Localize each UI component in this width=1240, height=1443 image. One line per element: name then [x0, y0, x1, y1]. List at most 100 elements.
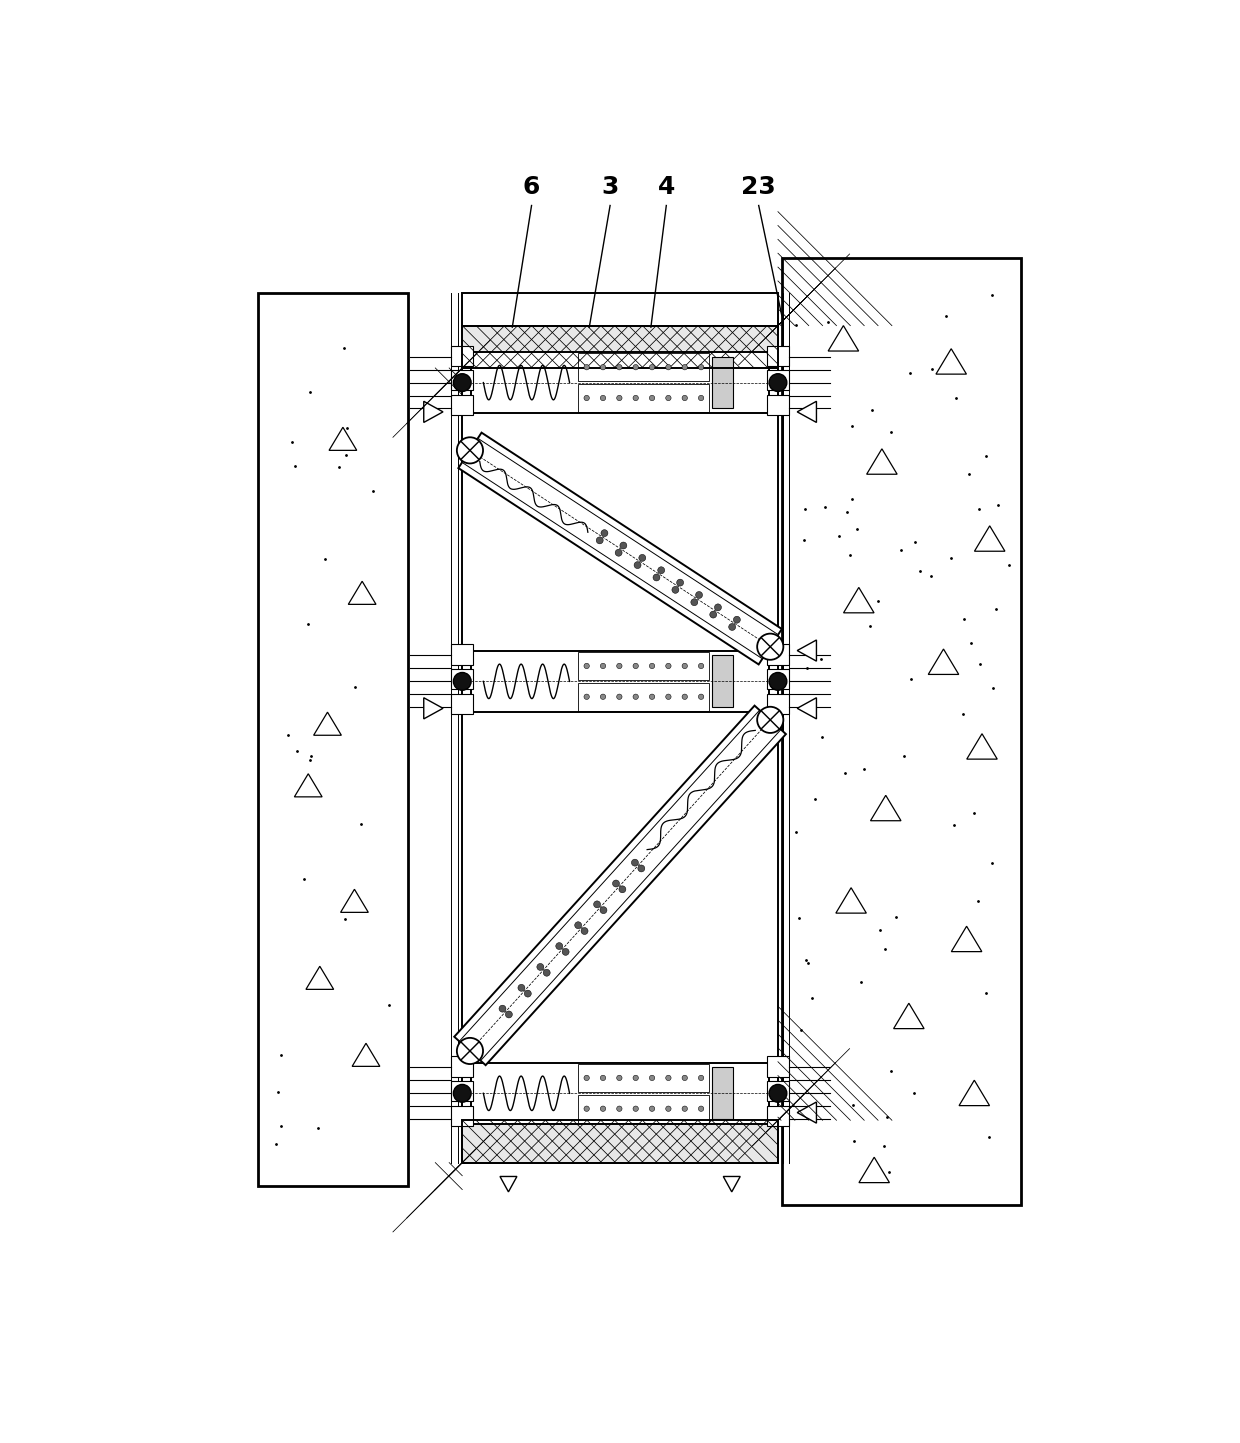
Bar [451, 694, 472, 714]
Circle shape [666, 664, 671, 668]
Polygon shape [975, 525, 1004, 551]
Bar [768, 1081, 789, 1101]
Bar [451, 670, 472, 690]
Circle shape [454, 374, 471, 391]
Bar [768, 645, 789, 665]
Circle shape [698, 365, 704, 369]
Bar [579, 384, 709, 413]
Text: 4: 4 [657, 176, 675, 199]
Polygon shape [870, 795, 901, 821]
Circle shape [650, 664, 655, 668]
Text: 6: 6 [523, 176, 541, 199]
Circle shape [769, 374, 787, 391]
Circle shape [454, 672, 471, 690]
Polygon shape [454, 706, 786, 1065]
Circle shape [616, 694, 622, 700]
Bar [579, 354, 709, 381]
Circle shape [696, 592, 703, 599]
Circle shape [600, 664, 605, 668]
Circle shape [650, 1075, 655, 1081]
Bar [451, 371, 472, 391]
Bar [768, 1056, 789, 1076]
Circle shape [600, 395, 605, 401]
Bar [579, 1095, 709, 1123]
Polygon shape [959, 1081, 990, 1105]
Polygon shape [867, 449, 898, 475]
Polygon shape [828, 326, 858, 351]
Circle shape [584, 1075, 589, 1081]
Circle shape [691, 599, 698, 606]
Circle shape [525, 990, 531, 997]
Polygon shape [723, 1176, 740, 1192]
Circle shape [698, 694, 704, 700]
Polygon shape [459, 433, 782, 664]
Circle shape [632, 1075, 639, 1081]
Bar [579, 683, 709, 711]
Bar [451, 395, 472, 416]
Circle shape [562, 948, 569, 955]
Circle shape [650, 395, 655, 401]
Circle shape [616, 365, 622, 369]
Bar [471, 1062, 769, 1124]
Circle shape [632, 664, 639, 668]
Circle shape [682, 1075, 687, 1081]
Circle shape [632, 395, 639, 401]
Bar [471, 352, 769, 413]
Circle shape [698, 1105, 704, 1111]
Circle shape [698, 664, 704, 668]
Bar [451, 645, 472, 665]
Polygon shape [352, 1043, 379, 1066]
Circle shape [620, 543, 627, 548]
Bar [451, 1081, 472, 1101]
Circle shape [601, 530, 608, 537]
Circle shape [600, 365, 605, 369]
Circle shape [650, 694, 655, 700]
Polygon shape [314, 713, 341, 736]
Polygon shape [797, 401, 816, 423]
Circle shape [733, 616, 740, 623]
Circle shape [537, 964, 544, 970]
Bar [768, 371, 789, 391]
Circle shape [666, 1075, 671, 1081]
Circle shape [769, 1085, 787, 1102]
Circle shape [574, 922, 582, 929]
Circle shape [758, 707, 784, 733]
Circle shape [584, 365, 589, 369]
Circle shape [682, 694, 687, 700]
Bar [712, 1068, 733, 1120]
Bar [768, 694, 789, 714]
Bar [579, 652, 709, 680]
Polygon shape [929, 649, 959, 674]
Text: 23: 23 [742, 176, 776, 199]
Polygon shape [424, 401, 443, 423]
Circle shape [682, 395, 687, 401]
Polygon shape [859, 1157, 889, 1183]
Circle shape [619, 886, 626, 893]
Circle shape [615, 550, 622, 556]
Circle shape [729, 623, 735, 631]
Circle shape [653, 574, 660, 582]
Circle shape [632, 1105, 639, 1111]
Circle shape [650, 1105, 655, 1111]
Polygon shape [894, 1003, 924, 1029]
Circle shape [600, 1075, 605, 1081]
Polygon shape [797, 641, 816, 661]
Circle shape [506, 1012, 512, 1017]
Circle shape [584, 395, 589, 401]
Circle shape [616, 1105, 622, 1111]
Polygon shape [936, 349, 966, 374]
Circle shape [714, 603, 722, 610]
Circle shape [594, 900, 600, 908]
Circle shape [650, 365, 655, 369]
Bar [579, 1063, 709, 1092]
Bar [463, 326, 777, 368]
Bar [768, 395, 789, 416]
Circle shape [584, 664, 589, 668]
Polygon shape [797, 1102, 816, 1123]
Circle shape [518, 984, 525, 991]
Circle shape [769, 672, 787, 690]
Circle shape [600, 1105, 605, 1111]
Bar [463, 293, 777, 1163]
Polygon shape [459, 710, 781, 1061]
Circle shape [637, 864, 645, 872]
